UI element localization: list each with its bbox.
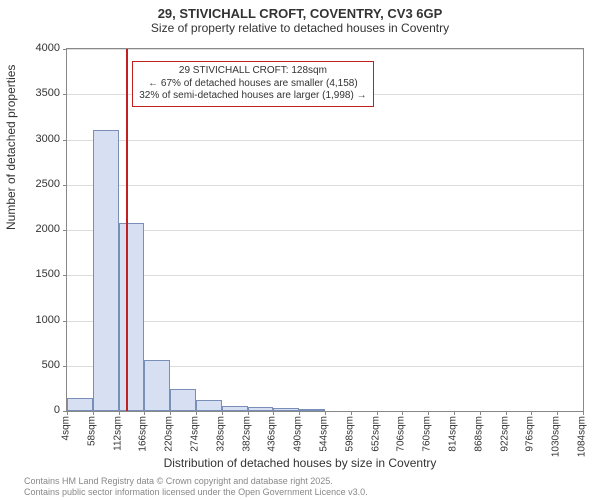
x-tick-label: 1030sqm: [551, 416, 562, 457]
x-tick-label: 760sqm: [422, 416, 433, 452]
gridline: [67, 140, 583, 141]
y-tick-label: 4000: [20, 42, 60, 54]
x-tickmark: [428, 411, 429, 415]
x-tick-label: 976sqm: [525, 416, 536, 452]
x-tick-label: 274sqm: [190, 416, 201, 452]
histogram-bar: [119, 223, 145, 411]
x-tick-label: 814sqm: [448, 416, 459, 452]
histogram-bar: [67, 398, 93, 411]
chart-title: 29, STIVICHALL CROFT, COVENTRY, CV3 6GP: [0, 0, 600, 21]
x-tickmark: [402, 411, 403, 415]
annotation-line: 29 STIVICHALL CROFT: 128sqm: [139, 65, 366, 78]
x-tickmark: [248, 411, 249, 415]
x-tickmark: [557, 411, 558, 415]
histogram-bar: [170, 389, 196, 411]
x-tick-label: 706sqm: [396, 416, 407, 452]
x-tickmark: [506, 411, 507, 415]
x-tickmark: [170, 411, 171, 415]
histogram-bar: [273, 408, 299, 411]
x-tickmark: [531, 411, 532, 415]
x-tickmark: [273, 411, 274, 415]
histogram-bar: [93, 130, 119, 411]
x-tickmark: [325, 411, 326, 415]
gridline: [67, 49, 583, 50]
y-tickmark: [63, 275, 67, 276]
x-tick-label: 436sqm: [267, 416, 278, 452]
x-tick-label: 58sqm: [86, 416, 97, 446]
x-tickmark: [351, 411, 352, 415]
y-tickmark: [63, 321, 67, 322]
y-tick-label: 2500: [20, 178, 60, 190]
gridline: [67, 230, 583, 231]
x-tickmark: [93, 411, 94, 415]
gridline: [67, 185, 583, 186]
histogram-bar: [144, 360, 170, 411]
x-tick-label: 490sqm: [293, 416, 304, 452]
x-tickmark: [67, 411, 68, 415]
y-tick-label: 3000: [20, 133, 60, 145]
chart-subtitle: Size of property relative to detached ho…: [0, 21, 600, 35]
gridline: [67, 321, 583, 322]
y-tickmark: [63, 140, 67, 141]
plot-area: 29 STIVICHALL CROFT: 128sqm← 67% of deta…: [66, 48, 584, 412]
x-tick-label: 382sqm: [241, 416, 252, 452]
y-tickmark: [63, 230, 67, 231]
x-axis-label: Distribution of detached houses by size …: [0, 456, 600, 470]
y-tick-label: 3500: [20, 87, 60, 99]
annotation-line: 32% of semi-detached houses are larger (…: [139, 90, 366, 103]
footer-line1: Contains HM Land Registry data © Crown c…: [24, 476, 368, 487]
x-tickmark: [222, 411, 223, 415]
x-tick-label: 112sqm: [112, 416, 123, 451]
x-tickmark: [196, 411, 197, 415]
x-tickmark: [299, 411, 300, 415]
footer-attribution: Contains HM Land Registry data © Crown c…: [24, 476, 368, 498]
y-tick-label: 2000: [20, 223, 60, 235]
x-tickmark: [377, 411, 378, 415]
y-tick-label: 1000: [20, 314, 60, 326]
y-tick-label: 0: [20, 404, 60, 416]
histogram-bar: [299, 409, 325, 411]
marker-line: [126, 49, 128, 411]
x-tickmark: [480, 411, 481, 415]
x-tick-label: 868sqm: [473, 416, 484, 452]
footer-line2: Contains public sector information licen…: [24, 487, 368, 498]
y-tickmark: [63, 366, 67, 367]
y-tick-label: 1500: [20, 268, 60, 280]
x-tick-label: 166sqm: [138, 416, 149, 452]
x-tick-label: 1084sqm: [577, 416, 588, 457]
x-tickmark: [454, 411, 455, 415]
y-tickmark: [63, 185, 67, 186]
x-tick-label: 4sqm: [61, 416, 72, 440]
histogram-bar: [196, 400, 222, 411]
gridline: [67, 275, 583, 276]
x-tickmark: [119, 411, 120, 415]
annotation-box: 29 STIVICHALL CROFT: 128sqm← 67% of deta…: [132, 61, 373, 107]
y-tickmark: [63, 94, 67, 95]
x-tick-label: 328sqm: [215, 416, 226, 452]
x-tick-label: 220sqm: [164, 416, 175, 452]
annotation-line: ← 67% of detached houses are smaller (4,…: [139, 78, 366, 91]
x-tick-label: 598sqm: [344, 416, 355, 452]
histogram-bar: [248, 407, 274, 411]
y-tick-label: 500: [20, 359, 60, 371]
x-tickmark: [144, 411, 145, 415]
x-tick-label: 544sqm: [319, 416, 330, 452]
y-tickmark: [63, 49, 67, 50]
y-axis-label: Number of detached properties: [4, 65, 18, 230]
x-tick-label: 922sqm: [499, 416, 510, 452]
histogram-bar: [222, 406, 248, 411]
x-tick-label: 652sqm: [370, 416, 381, 452]
x-tickmark: [583, 411, 584, 415]
chart-container: 29, STIVICHALL CROFT, COVENTRY, CV3 6GP …: [0, 0, 600, 500]
